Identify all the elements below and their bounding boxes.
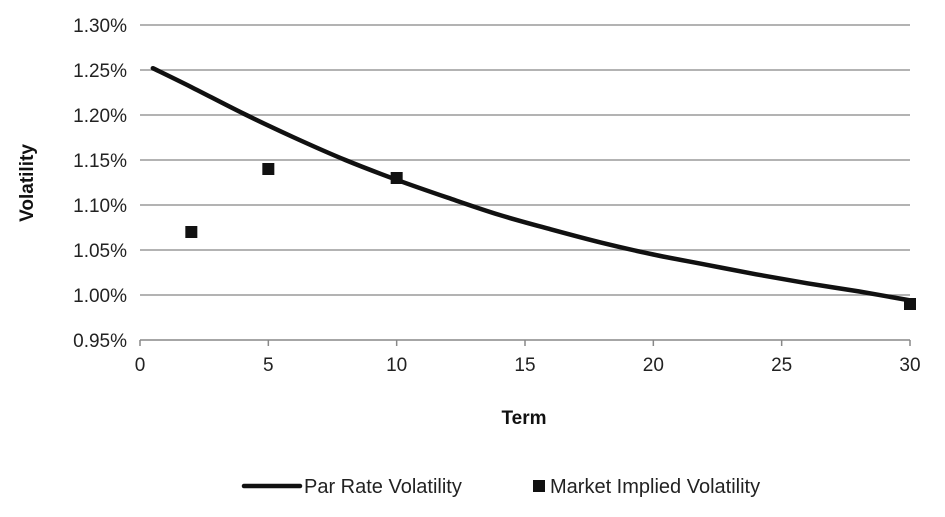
x-axis-title: Term [501, 408, 546, 429]
y-tick-label: 1.20% [73, 106, 127, 127]
y-tick-label: 1.10% [73, 196, 127, 217]
market-implied-volatility-point [185, 226, 198, 238]
y-axis-title: Volatility [17, 144, 38, 222]
x-tick-label: 0 [135, 355, 146, 376]
x-tick-label: 10 [386, 355, 407, 376]
legend: Par Rate Volatility Market Implied Volat… [241, 476, 760, 498]
y-tick-label: 0.95% [73, 331, 127, 352]
y-tick-label: 1.00% [73, 286, 127, 307]
x-tick-labels: 0 5 10 15 20 25 30 [135, 340, 921, 376]
y-tick-label: 1.30% [73, 16, 127, 37]
series [150, 65, 916, 310]
legend-label-market-implied: Market Implied Volatility [550, 476, 760, 498]
gridlines [140, 24, 910, 296]
y-tick-label: 1.25% [73, 61, 127, 82]
y-tick-label: 1.15% [73, 151, 127, 172]
market-implied-volatility-point [390, 172, 403, 184]
x-tick-label: 5 [263, 355, 274, 376]
y-tick-labels: 1.30% 1.25% 1.20% 1.15% 1.10% 1.05% 1.00% 0.95% [73, 16, 127, 352]
market-implied-volatility-point [262, 163, 275, 175]
x-tick-label: 20 [643, 355, 664, 376]
y-tick-label: 1.05% [73, 241, 127, 262]
x-tick-label: 30 [899, 355, 920, 376]
par-rate-volatility-line [150, 65, 913, 303]
x-tick-label: 25 [771, 355, 792, 376]
legend-square-swatch [533, 480, 545, 492]
legend-label-par-rate: Par Rate Volatility [304, 476, 462, 498]
x-tick-label: 15 [514, 355, 535, 376]
market-implied-volatility-point [904, 298, 916, 310]
